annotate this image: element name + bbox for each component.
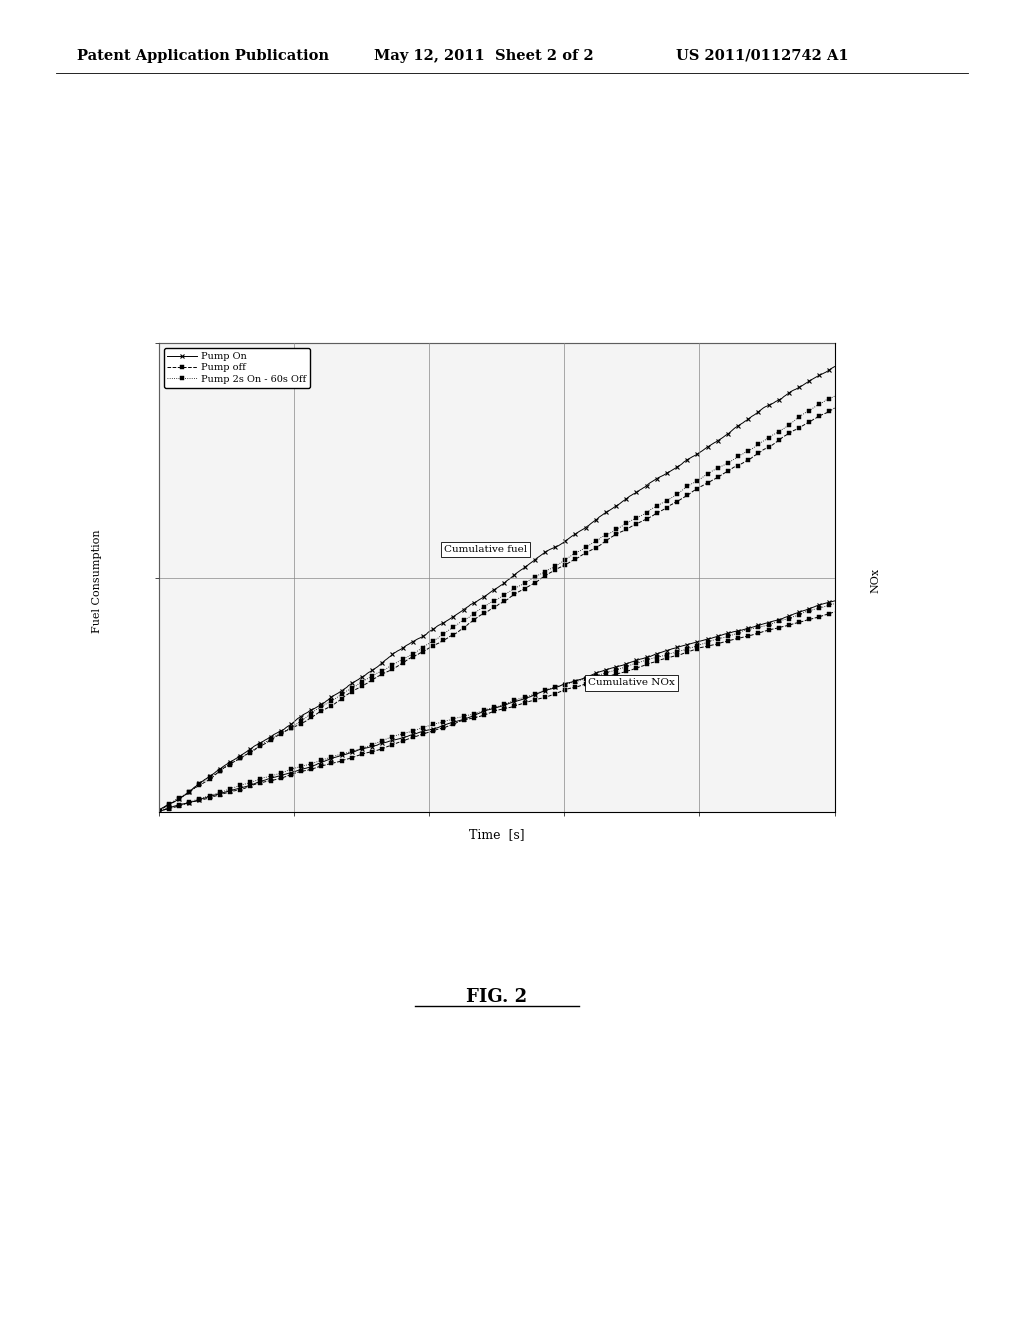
Text: Cumulative fuel: Cumulative fuel [443, 545, 527, 554]
Pump On [828, 359, 841, 375]
Pump off [233, 751, 246, 767]
Pump 2s On - 60s Off [828, 388, 841, 404]
Pump off [153, 803, 165, 818]
Line: Pump off: Pump off [157, 405, 837, 813]
Text: Patent Application Publication: Patent Application Publication [77, 49, 329, 63]
Line: Pump On: Pump On [157, 364, 837, 813]
Pump 2s On - 60s Off [578, 540, 590, 556]
Pump 2s On - 60s Off [233, 750, 246, 766]
Text: Fuel Consumption: Fuel Consumption [92, 529, 102, 632]
Pump off [420, 642, 432, 657]
Pump off [644, 510, 656, 525]
Text: US 2011/0112742 A1: US 2011/0112742 A1 [676, 49, 849, 63]
Pump On [153, 803, 165, 818]
Pump On [578, 521, 590, 537]
Pump On [233, 748, 246, 764]
Pump 2s On - 60s Off [373, 664, 385, 680]
Pump On [420, 626, 432, 642]
Pump 2s On - 60s Off [420, 638, 432, 653]
Text: FIG. 2: FIG. 2 [466, 987, 527, 1006]
Pump On [640, 478, 652, 494]
Pump off [640, 511, 652, 527]
Text: NOx: NOx [870, 568, 881, 594]
Line: Pump 2s On - 60s Off: Pump 2s On - 60s Off [157, 393, 837, 813]
Pump On [644, 475, 656, 491]
Pump 2s On - 60s Off [640, 506, 652, 521]
Pump On [373, 657, 385, 673]
Pump off [373, 668, 385, 684]
X-axis label: Time  [s]: Time [s] [469, 828, 524, 841]
Text: Cumulative NOx: Cumulative NOx [589, 678, 675, 688]
Pump 2s On - 60s Off [644, 503, 656, 519]
Pump off [578, 546, 590, 562]
Pump 2s On - 60s Off [153, 803, 165, 818]
Legend: Pump On, Pump off, Pump 2s On - 60s Off: Pump On, Pump off, Pump 2s On - 60s Off [164, 348, 309, 388]
Pump off [828, 400, 841, 416]
Text: May 12, 2011  Sheet 2 of 2: May 12, 2011 Sheet 2 of 2 [374, 49, 594, 63]
